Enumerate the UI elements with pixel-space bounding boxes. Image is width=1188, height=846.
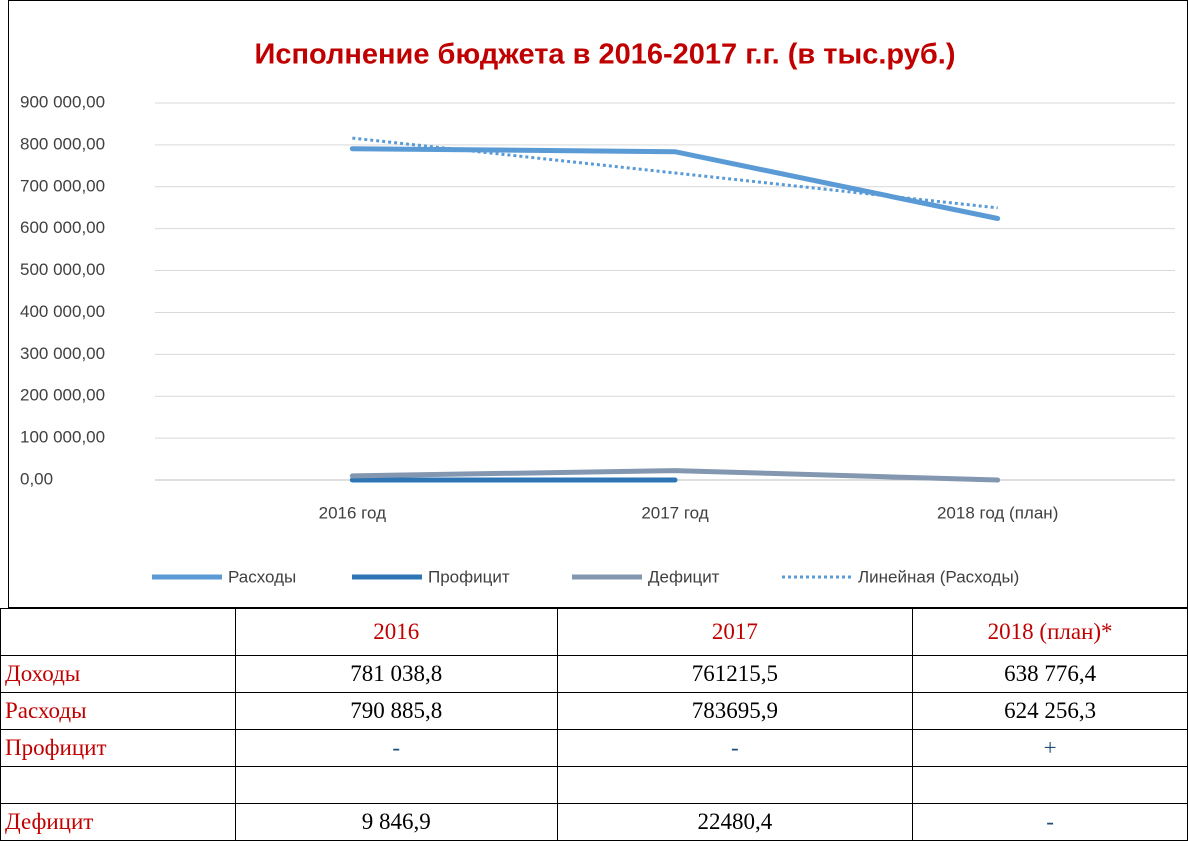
empty-cell (912, 766, 1188, 804)
x-tick-label: 2016 год (319, 503, 386, 522)
empty-cell (556, 766, 914, 804)
y-tick-label: 900 000,00 (20, 92, 105, 111)
x-tick-label: 2017 год (641, 503, 708, 522)
row-label: Профицит (0, 729, 236, 767)
data-table: 2016 2017 2018 (план)* Доходы 781 038,8 76121… (0, 608, 1188, 841)
row-label: Дефицит (0, 803, 236, 841)
header-cell: 2018 (план)* (912, 608, 1188, 656)
legend-label: Профицит (428, 567, 510, 586)
table-cell: 790 885,8 (234, 692, 558, 730)
chart-title: Исполнение бюджета в 2016-2017 г.г. (в т… (254, 39, 955, 71)
table-cell: 9 846,9 (234, 803, 558, 841)
trend-line (352, 136, 998, 210)
empty-row (0, 766, 1188, 804)
empty-cell (234, 766, 558, 804)
x-tick-label: 2018 год (план) (937, 503, 1058, 522)
chart: Исполнение бюджета в 2016-2017 г.г. (в т… (8, 0, 1188, 608)
y-tick-label: 300 000,00 (20, 344, 105, 363)
y-tick-label: 0,00 (20, 469, 53, 488)
table-cell: - (912, 803, 1188, 841)
series-line (349, 468, 1001, 483)
y-tick-label: 800 000,00 (20, 134, 105, 153)
y-tick-label: 600 000,00 (20, 218, 105, 237)
header-cell: 2016 (234, 608, 558, 656)
table-row: Расходы 790 885,8 783695,9 624 256,3 (0, 692, 1188, 730)
table-cell: 781 038,8 (234, 655, 558, 693)
table-row: Профицит - - + (0, 729, 1188, 767)
legend-label: Дефицит (648, 567, 720, 586)
header-row: 2016 2017 2018 (план)* (0, 608, 1188, 656)
y-tick-label: 700 000,00 (20, 176, 105, 195)
table-cell: + (912, 729, 1188, 767)
y-tick-label: 400 000,00 (20, 302, 105, 321)
table-row: Дефицит 9 846,9 22480,4- (0, 803, 1188, 841)
table-cell: - (556, 729, 914, 767)
table-cell: 761215,5 (556, 655, 914, 693)
y-tick-label: 500 000,00 (20, 260, 105, 279)
table-row: Доходы 781 038,8 761215,5 638 776,4 (0, 655, 1188, 693)
empty-cell (0, 766, 236, 804)
header-cell: 2017 (556, 608, 914, 656)
table-cell: - (234, 729, 558, 767)
header-cell (0, 608, 236, 656)
y-tick-label: 200 000,00 (20, 386, 105, 405)
chart-frame (8, 0, 1188, 608)
table-cell: 22480,4 (556, 803, 914, 841)
table-cell: 783695,9 (556, 692, 914, 730)
legend-label: Линейная (Расходы) (858, 567, 1019, 586)
table-cell: 638 776,4 (912, 655, 1188, 693)
row-label: Доходы (0, 655, 236, 693)
y-tick-label: 100 000,00 (20, 428, 105, 447)
row-label: Расходы (0, 692, 236, 730)
legend-label: Расходы (228, 567, 296, 586)
table-cell: 624 256,3 (912, 692, 1188, 730)
